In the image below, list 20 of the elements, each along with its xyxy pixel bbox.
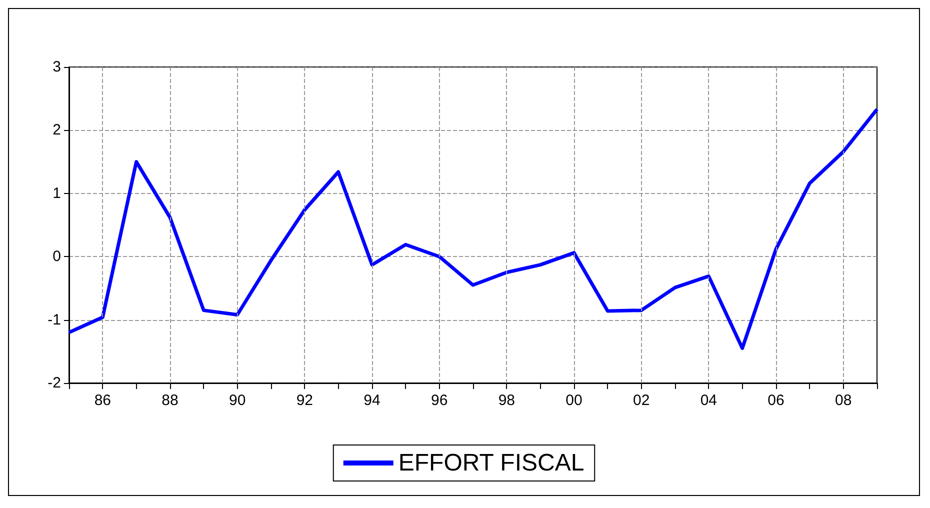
x-tick-label: 04 <box>700 392 718 409</box>
y-tick-label: -2 <box>48 374 61 392</box>
y-tick-label: -1 <box>48 311 61 328</box>
legend-label: EFFORT FISCAL <box>398 450 584 476</box>
y-tick-label: 1 <box>52 184 61 202</box>
x-tick-label: 90 <box>228 392 246 409</box>
y-tick-label: 0 <box>52 248 61 266</box>
x-tick-label: 00 <box>566 392 582 409</box>
y-tick-label: 2 <box>52 122 61 139</box>
line-series <box>67 108 879 350</box>
x-tick-label: 92 <box>296 392 314 409</box>
x-tick-label: 86 <box>94 392 112 409</box>
x-tick-label: 02 <box>632 392 650 409</box>
x-tick-label: 96 <box>430 392 448 409</box>
x-tick-label: 08 <box>834 392 852 409</box>
x-tick-label: 88 <box>162 392 178 409</box>
y-tick-label: 3 <box>52 58 61 76</box>
x-tick-label: 94 <box>364 392 380 409</box>
x-tick-label: 06 <box>768 392 784 409</box>
x-tick-label: 98 <box>498 392 516 409</box>
